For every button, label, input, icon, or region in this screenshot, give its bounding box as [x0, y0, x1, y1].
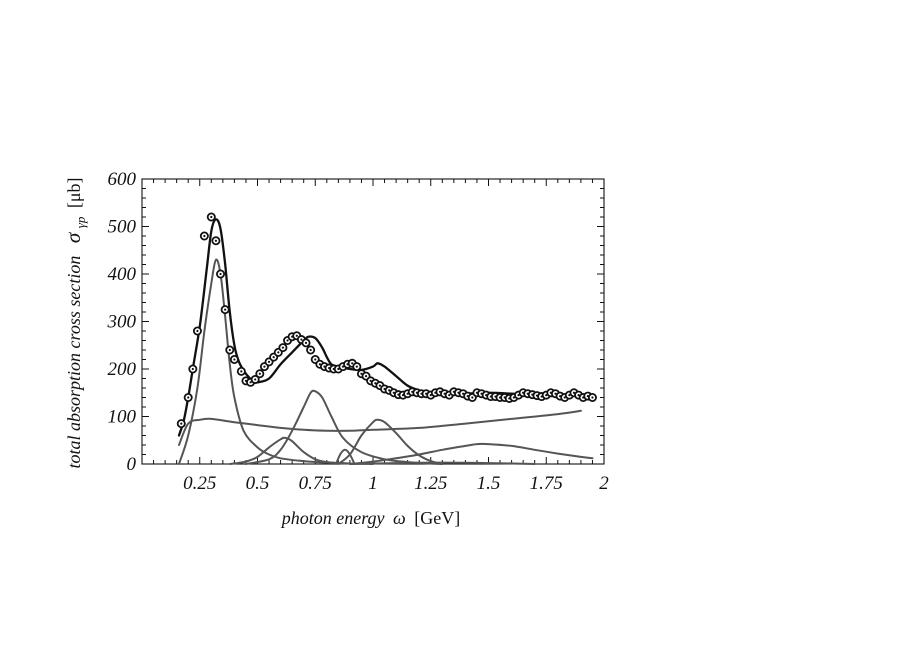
y-tick-label: 0 [127, 454, 137, 475]
data-point-dot [210, 215, 213, 219]
x-axis-title: photon energy ω [GeV] [280, 508, 461, 528]
data-point-dot [233, 358, 236, 361]
data-point-dot [180, 422, 183, 425]
data-point [467, 392, 477, 402]
data-point [220, 305, 230, 315]
series-line-component-resonance-2 [244, 389, 444, 465]
data-point-dot [295, 334, 298, 337]
data-point-dot [277, 351, 280, 354]
data-point [250, 374, 260, 384]
x-tick-label: 0.5 [246, 473, 270, 494]
data-point [183, 392, 193, 402]
data-point-dot [591, 396, 594, 399]
data-points [176, 212, 597, 429]
y-tick-label: 500 [108, 217, 137, 238]
data-point [206, 212, 216, 222]
data-point-dot [196, 329, 199, 333]
series-line-component-resonance-4 [337, 418, 444, 465]
data-point-dot [249, 381, 252, 384]
data-point-dot [351, 362, 354, 365]
series-line-component-resonance-6 [348, 461, 536, 465]
y-tick-label: 200 [108, 359, 137, 380]
curves [177, 218, 594, 465]
data-point-dot [224, 308, 227, 311]
x-tick-label: 0.75 [299, 473, 332, 494]
data-point-dot [258, 372, 261, 375]
data-point-dot [378, 384, 382, 387]
y-axis-title: total absorption cross section σ γp [μb] [61, 178, 89, 469]
data-point-dot [364, 375, 368, 378]
x-tick-label: 1.25 [414, 473, 447, 494]
y-tick-label: 100 [108, 407, 137, 428]
data-point-dot [203, 234, 206, 238]
data-point-dot [281, 346, 285, 349]
axis-ticks [141, 178, 605, 465]
data-point-dot [214, 239, 218, 242]
data-point [229, 354, 239, 364]
data-point [211, 236, 221, 246]
data-point-dot [254, 378, 257, 381]
data-point [188, 364, 198, 374]
data-point-dot [263, 365, 266, 368]
data-point [199, 231, 209, 241]
data-point-dot [355, 365, 358, 368]
data-point-dot [300, 338, 303, 341]
data-point-dot [187, 396, 190, 399]
x-tick-label: 1.75 [530, 473, 563, 494]
data-point-dot [272, 356, 275, 359]
y-tick-label: 300 [107, 312, 137, 333]
data-point [176, 419, 186, 429]
data-point-dot [448, 394, 451, 397]
x-tick-label: 0.25 [183, 473, 216, 494]
data-point [352, 362, 362, 372]
data-point [225, 345, 235, 355]
data-point [587, 392, 597, 402]
data-point [306, 345, 316, 355]
data-point [301, 338, 311, 348]
series-line-component-background [178, 409, 582, 446]
data-point-dot [228, 348, 231, 352]
data-point [278, 343, 288, 353]
axis-tick-labels: 0.25 0.5 0.75 1 1.25 1.5 1.75 2 0 100 200 300 400 500… [107, 169, 610, 494]
data-point-dot [191, 367, 194, 371]
data-point-dot [304, 341, 308, 344]
data-point [255, 369, 265, 379]
series-line-component-delta [178, 258, 351, 465]
data-point-dot [314, 358, 317, 361]
data-point-dot [219, 272, 222, 276]
y-tick-label: 600 [108, 169, 137, 190]
data-point [361, 371, 371, 381]
data-point-dot [240, 370, 243, 373]
x-tick-label: 1 [368, 473, 378, 494]
y-tick-label: 400 [108, 264, 137, 285]
x-tick-label: 1.5 [477, 473, 501, 494]
series-line-total-fit [177, 218, 594, 437]
x-tick-label: 2 [599, 473, 609, 494]
series-line-component-resonance-5 [348, 442, 594, 465]
data-point [192, 326, 202, 336]
data-point-dot [309, 348, 312, 352]
data-point-dot [286, 339, 289, 342]
data-point-dot [267, 360, 271, 363]
data-point [216, 269, 226, 279]
data-point [236, 366, 246, 376]
data-point-dot [471, 396, 474, 399]
series-line-component-resonance-3 [335, 448, 356, 465]
